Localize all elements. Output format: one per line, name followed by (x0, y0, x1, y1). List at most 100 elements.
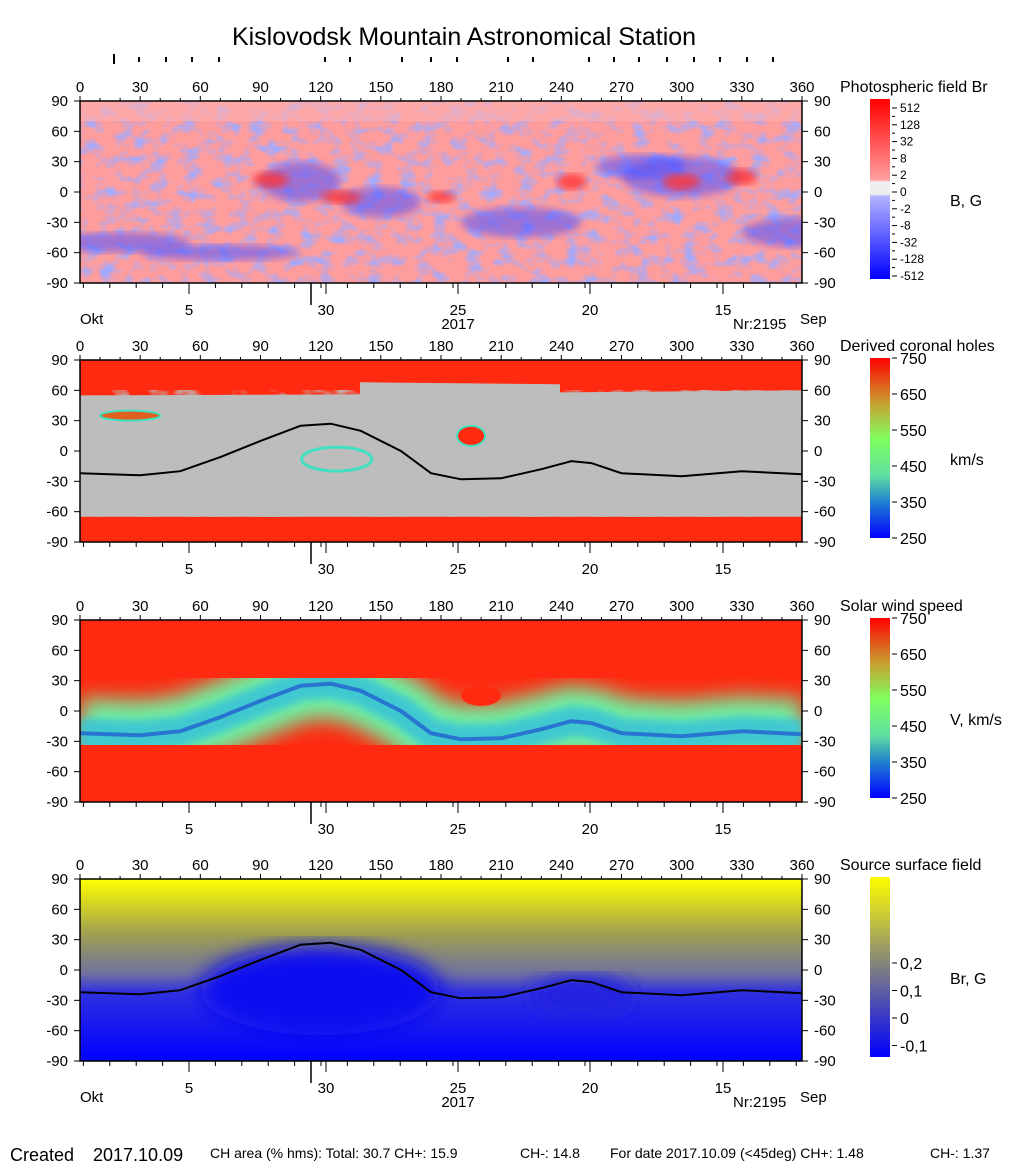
colorbar-label: 128 (900, 118, 920, 132)
lon-tick-label: 30 (132, 79, 149, 96)
lat-tick-label-left: 30 (51, 932, 68, 949)
date-tick-label: 30 (318, 561, 335, 578)
lon-tick-label: 210 (489, 598, 514, 615)
lon-tick-label: 120 (308, 857, 333, 874)
lat-tick-label-right: 30 (814, 932, 831, 949)
colorbar-unit: km/s (950, 452, 984, 469)
lat-tick-label-right: -60 (814, 245, 836, 262)
lat-tick-label-left: 90 (51, 93, 68, 110)
lat-tick-label-right: -90 (814, 1053, 836, 1070)
lat-tick-label-right: 90 (814, 871, 831, 888)
colorbar-label: -0,1 (900, 1039, 928, 1056)
lon-tick-label: 0 (76, 79, 84, 96)
year-label: 2017 (441, 1094, 474, 1111)
lon-tick-label: 150 (368, 79, 393, 96)
lon-tick-label: 180 (428, 338, 453, 355)
colorbar-label: 0,2 (900, 956, 922, 973)
lat-tick-label-left: 60 (51, 123, 68, 140)
lon-tick-label: 60 (192, 857, 209, 874)
date-tick-label: 30 (318, 302, 335, 319)
colorbar-label: -2 (900, 202, 911, 216)
date-tick-label: 25 (450, 561, 467, 578)
colorbar-label: -32 (900, 235, 918, 249)
ch-minus-text: CH-: 14.8 (520, 1145, 580, 1161)
lat-tick-label-left: 0 (60, 962, 68, 979)
lat-tick-label-left: 90 (51, 612, 68, 629)
lon-tick-label: 30 (132, 857, 149, 874)
lat-tick-label-left: 0 (60, 703, 68, 720)
date-tick-label: 5 (185, 561, 193, 578)
lat-tick-label-right: -90 (814, 275, 836, 292)
lat-tick-label-left: -60 (46, 245, 68, 262)
colorbar-unit: B, G (950, 193, 982, 210)
colorbar-label: 0 (900, 185, 907, 199)
rotation-number: Nr:2195 (733, 1094, 786, 1111)
panel-3 (74, 615, 897, 824)
lon-tick-label: 360 (789, 79, 814, 96)
lat-tick-label-right: 90 (814, 352, 831, 369)
lat-tick-label-right: -30 (814, 473, 836, 490)
lon-tick-label: 300 (669, 598, 694, 615)
panel-4 (74, 874, 897, 1083)
colorbar-label: -512 (900, 269, 924, 283)
lat-tick-label-left: 90 (51, 871, 68, 888)
lat-tick-label-right: -60 (814, 764, 836, 781)
lon-tick-label: 30 (132, 338, 149, 355)
month-left-label: Okt (80, 1089, 104, 1106)
colorbar-label: 450 (900, 459, 927, 476)
lat-tick-label-right: 0 (814, 443, 822, 460)
year-label: 2017 (441, 316, 474, 333)
lon-tick-label: 360 (789, 338, 814, 355)
lat-tick-label-right: 60 (814, 123, 831, 140)
panel-2 (74, 355, 897, 564)
lat-tick-label-right: 30 (814, 154, 831, 171)
date-tick-label: 15 (715, 302, 732, 319)
figure-title: Kislovodsk Mountain Astronomical Station (232, 23, 696, 51)
date-tick-label: 20 (582, 1080, 599, 1097)
lat-tick-label-left: -30 (46, 473, 68, 490)
lat-tick-label-right: 0 (814, 962, 822, 979)
map-image (80, 620, 802, 802)
colorbar-label: 250 (900, 791, 927, 808)
lat-tick-label-right: -30 (814, 214, 836, 231)
lat-tick-label-left: -90 (46, 794, 68, 811)
lon-tick-label: 90 (252, 857, 269, 874)
colorbar-label: 750 (900, 351, 927, 368)
colorbar-label: 650 (900, 387, 927, 404)
lon-tick-label: 240 (549, 857, 574, 874)
lat-tick-label-right: 60 (814, 382, 831, 399)
lon-tick-label: 330 (729, 857, 754, 874)
colorbar-label: 0,1 (900, 984, 922, 1001)
month-right-label: Sep (800, 1089, 827, 1106)
lon-tick-label: 150 (368, 338, 393, 355)
lon-tick-label: 0 (76, 857, 84, 874)
colorbar-label: 650 (900, 647, 927, 664)
lat-tick-label-left: -90 (46, 1053, 68, 1070)
month-right-label: Sep (800, 311, 827, 328)
colorbar-label: 350 (900, 495, 927, 512)
lon-tick-label: 60 (192, 338, 209, 355)
lon-tick-label: 150 (368, 598, 393, 615)
lon-tick-label: 0 (76, 598, 84, 615)
lat-tick-label-left: 0 (60, 184, 68, 201)
lon-tick-label: 90 (252, 598, 269, 615)
colorbar-label: 750 (900, 611, 927, 628)
month-left-label: Okt (80, 311, 104, 328)
colorbar-label: 550 (900, 423, 927, 440)
colorbar-label: -128 (900, 252, 924, 266)
colorbar-title: Photospheric field Br (840, 79, 988, 96)
for-date-text: For date 2017.10.09 (<45deg) CH+: 1.48 (610, 1145, 864, 1161)
lat-tick-label-right: 90 (814, 93, 831, 110)
colorbar-label: 512 (900, 101, 920, 115)
colorbar (870, 877, 890, 1057)
lon-tick-label: 270 (609, 598, 634, 615)
date-tick-label: 15 (715, 821, 732, 838)
lon-tick-label: 240 (549, 338, 574, 355)
colorbar-title: Source surface field (840, 857, 981, 874)
lat-tick-label-left: 30 (51, 673, 68, 690)
colorbar-unit: V, km/s (950, 712, 1002, 729)
lat-tick-label-left: 60 (51, 642, 68, 659)
date-tick-label: 30 (318, 821, 335, 838)
lon-tick-label: 0 (76, 338, 84, 355)
